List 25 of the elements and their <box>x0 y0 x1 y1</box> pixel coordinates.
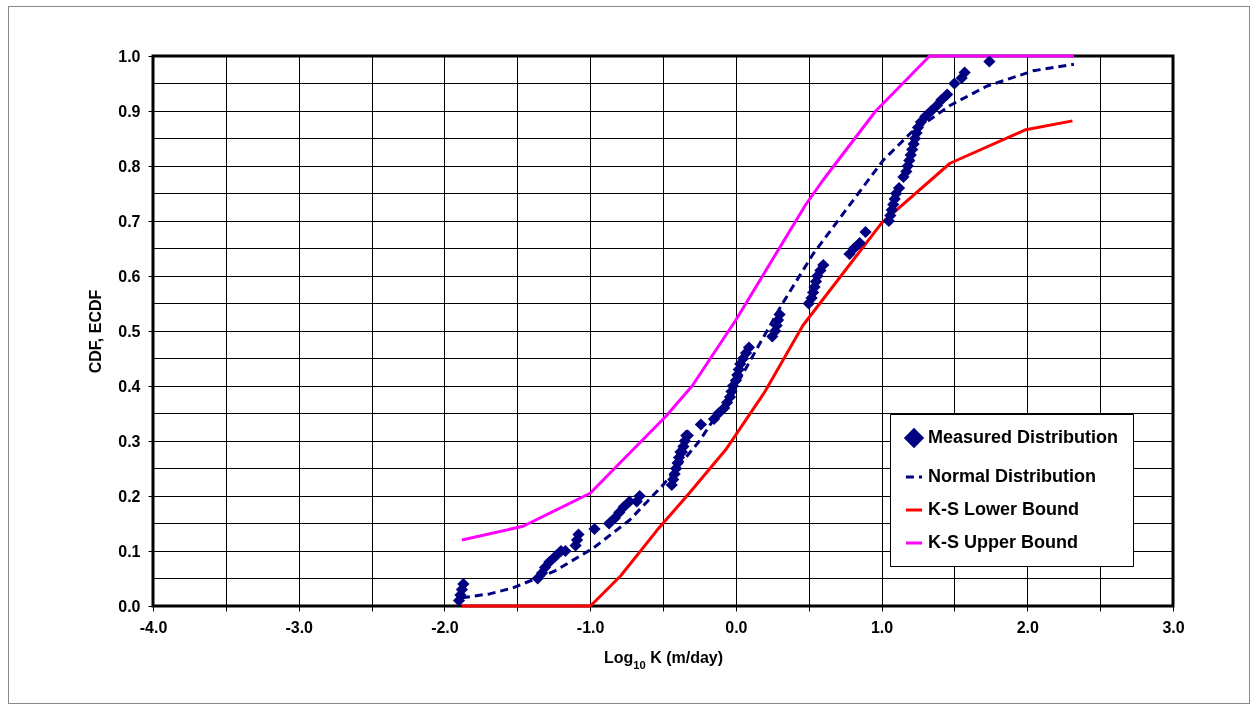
x-tick-label: 3.0 <box>1162 618 1185 636</box>
y-tick-label: 0.1 <box>118 542 141 560</box>
x-tick-label: -3.0 <box>285 618 314 636</box>
y-tick-label: 0.7 <box>118 212 141 230</box>
x-tick-label: 1.0 <box>870 618 894 636</box>
y-tick-label: 0.4 <box>118 377 141 395</box>
y-tick-label: 0.2 <box>118 487 141 505</box>
y-tick-label: 0.9 <box>118 102 141 120</box>
legend-label: K-S Lower Bound <box>928 499 1079 519</box>
y-tick-label: 0.8 <box>118 157 141 175</box>
y-tick-label: 1.0 <box>118 47 141 65</box>
legend-label: K-S Upper Bound <box>928 532 1078 552</box>
y-tick-label: 0.6 <box>118 267 141 285</box>
legend-label: Measured Distribution <box>928 427 1119 447</box>
legend-label: Normal Distribution <box>928 466 1097 486</box>
x-axis-title: Log$_{10}$ K (m/day) <box>603 648 724 671</box>
y-axis-title: CDF, ECDF <box>87 289 105 374</box>
x-tick-label: -4.0 <box>139 618 168 636</box>
y-tick-label: 0.0 <box>118 597 141 615</box>
x-tick-label: 0.0 <box>725 618 748 636</box>
y-tick-label: 0.3 <box>118 432 141 450</box>
x-tick-label: -2.0 <box>431 618 459 636</box>
x-tick-label: -1.0 <box>576 618 605 636</box>
x-tick-label: 2.0 <box>1016 618 1039 636</box>
y-tick-label: 0.5 <box>118 322 141 340</box>
